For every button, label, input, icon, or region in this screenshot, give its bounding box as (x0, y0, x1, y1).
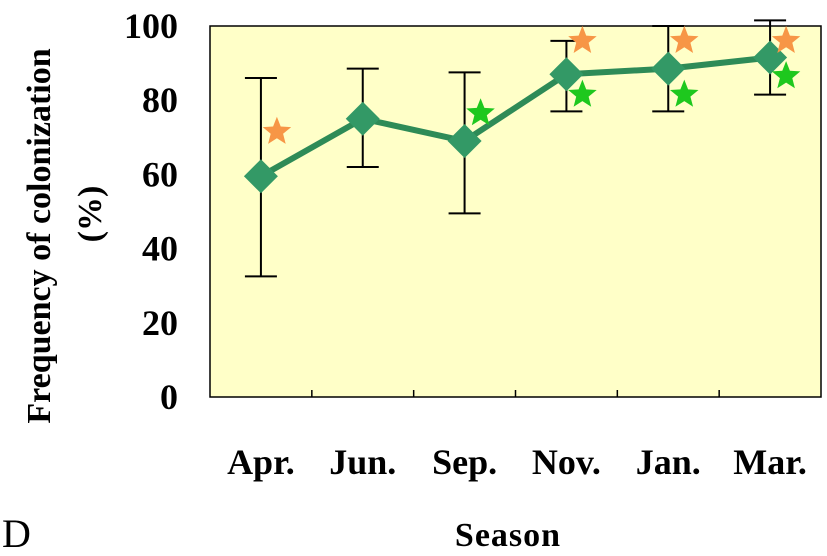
significance-stars (262, 25, 801, 144)
x-tick-label: Jan. (636, 442, 701, 482)
green-star (466, 98, 495, 126)
x-axis-title: Season (455, 517, 561, 554)
data-point-diamond (651, 51, 686, 86)
x-axis-tick-labels: Apr. Jun. Sep. Nov. Jan. Mar. (227, 442, 807, 482)
data-point-diamond (447, 124, 482, 159)
y-tick-label: 20 (142, 303, 178, 343)
plot-area (209, 25, 822, 398)
orange-star (568, 25, 597, 53)
x-tick-label: Apr. (227, 442, 295, 482)
y-tick-label: 80 (142, 80, 178, 120)
x-tick-label: Sep. (432, 442, 497, 482)
orange-star (771, 25, 801, 53)
orange-star (262, 116, 292, 144)
y-tick-label: 0 (160, 377, 178, 417)
data-point-diamond (549, 57, 584, 92)
x-tick-label: Nov. (532, 442, 601, 482)
y-tick-label: 40 (142, 229, 178, 269)
panel-label: D (2, 511, 31, 556)
data-point-diamond (345, 101, 380, 136)
x-tick-label: Mar. (733, 442, 807, 482)
green-star (670, 79, 699, 107)
y-axis-title-line-2: (%) (72, 186, 109, 243)
data-point-diamond (243, 159, 278, 194)
y-tick-label: 100 (124, 6, 178, 46)
x-tick-label: Jun. (329, 442, 396, 482)
x-axis-ticks (311, 390, 720, 397)
series-line (259, 54, 771, 179)
green-star (771, 61, 801, 89)
green-star (568, 79, 597, 107)
y-tick-label: 60 (142, 154, 178, 194)
y-axis-title-line-1: Frequency of colonization (21, 48, 58, 423)
y-axis-tick-labels: 0 20 40 60 80 100 (124, 6, 178, 417)
orange-star (670, 25, 699, 53)
